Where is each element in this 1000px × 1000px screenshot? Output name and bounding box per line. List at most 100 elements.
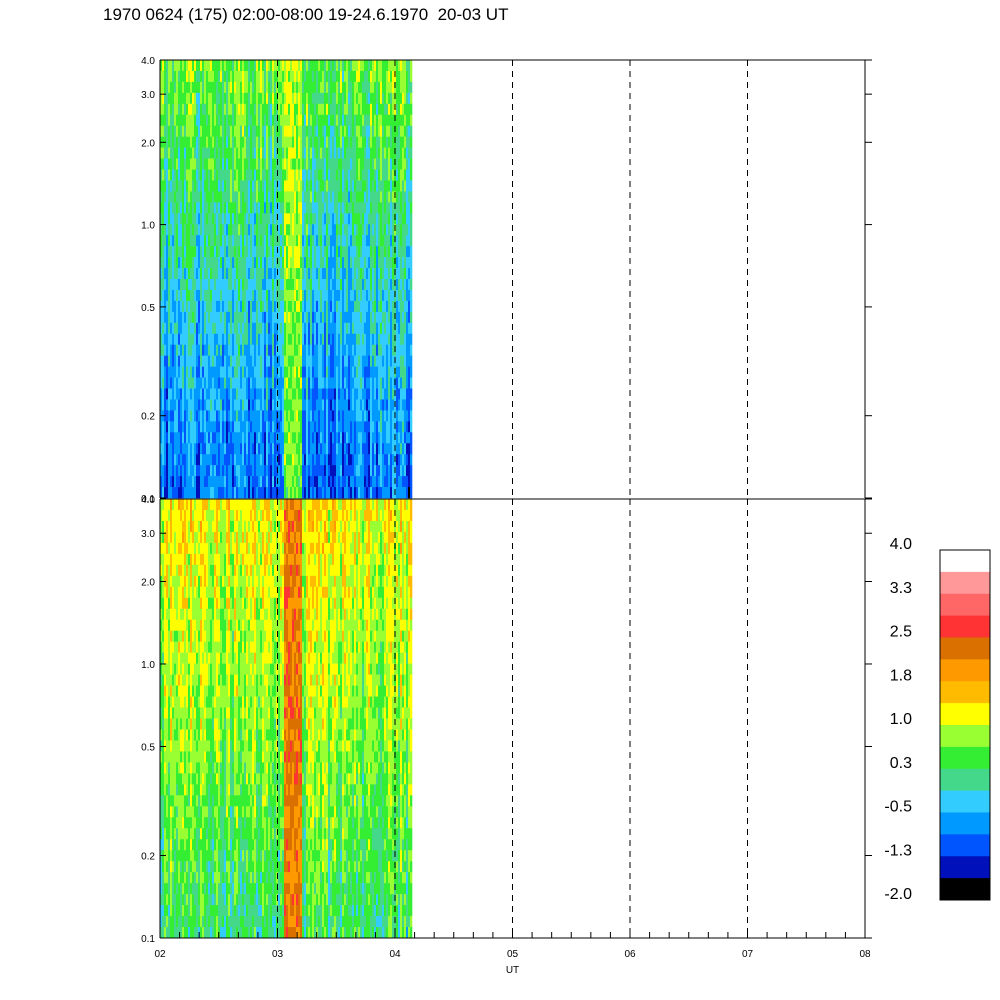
spectrogram-cell: [196, 432, 199, 444]
spectrogram-cell: [274, 169, 277, 181]
spectrogram-cell: [396, 311, 399, 324]
spectrogram-cell: [216, 289, 219, 302]
spectrogram-cell: [292, 432, 295, 444]
spectrogram-cell: [242, 410, 245, 422]
spectrogram-cell: [204, 454, 207, 466]
spectrogram-cell: [370, 399, 373, 411]
spectrogram-cell: [344, 125, 347, 137]
spectrogram-cell: [408, 213, 411, 225]
spectrogram-cell: [326, 180, 329, 192]
spectrogram-cell: [404, 235, 407, 247]
spectrogram-cell: [360, 421, 363, 433]
spectrogram-cell: [326, 289, 329, 302]
spectrogram-cell: [168, 268, 171, 280]
spectrogram-cell: [366, 322, 369, 335]
spectrogram-cell: [180, 454, 183, 466]
spectrogram-cell: [360, 224, 363, 236]
spectrogram-cell: [260, 213, 263, 225]
spectrogram-cell: [198, 465, 201, 477]
spectrogram-cell: [266, 235, 269, 247]
spectrogram-cell: [406, 377, 409, 389]
spectrogram-cell: [402, 410, 405, 422]
spectrogram-cell: [200, 268, 203, 280]
spectrogram-cell: [196, 103, 199, 116]
spectrogram-cell: [270, 289, 273, 302]
spectrogram-cell: [284, 366, 287, 378]
spectrogram-cell: [200, 224, 203, 236]
spectrogram-cell: [380, 399, 383, 411]
spectrogram-cell: [180, 224, 183, 236]
spectrogram-cell: [320, 333, 323, 345]
spectrogram-cell: [222, 289, 225, 302]
spectrogram-cell: [290, 92, 293, 105]
spectrogram-cell: [202, 300, 205, 313]
spectrogram-cell: [298, 289, 301, 302]
spectrogram-cell: [256, 136, 259, 148]
spectrogram-cell: [368, 355, 371, 367]
spectrogram-cell: [272, 180, 275, 192]
spectrogram-cell: [382, 125, 385, 137]
spectrogram-cell: [378, 443, 381, 455]
spectrogram-cell: [194, 322, 197, 335]
spectrogram-cell: [358, 366, 361, 378]
spectrogram-cell: [236, 300, 239, 313]
spectrogram-cell: [178, 421, 181, 433]
spectrogram-cell: [374, 235, 377, 247]
spectrogram-cell: [194, 268, 197, 280]
spectrogram-cell: [376, 202, 379, 214]
spectrogram-cell: [236, 333, 239, 345]
spectrogram-cell: [384, 81, 387, 94]
spectrogram-cell: [256, 60, 259, 72]
spectrogram-cell: [322, 476, 325, 488]
spectrogram-cell: [232, 333, 235, 345]
spectrogram-cell: [226, 279, 229, 291]
spectrogram-cell: [328, 235, 331, 247]
spectrogram-cell: [162, 333, 165, 345]
spectrogram-cell: [224, 388, 227, 400]
spectrogram-cell: [326, 81, 329, 94]
spectrogram-cell: [288, 70, 291, 83]
spectrogram-cell: [256, 465, 259, 477]
spectrogram-cell: [402, 180, 405, 192]
spectrogram-cell: [392, 235, 395, 247]
spectrogram-cell: [380, 246, 383, 258]
spectrogram-cell: [238, 454, 241, 466]
spectrogram-cell: [346, 158, 349, 170]
spectrogram-cell: [342, 443, 345, 455]
spectrogram-cell: [236, 377, 239, 389]
spectrogram-cell: [184, 355, 187, 367]
spectrogram-cell: [336, 377, 339, 389]
spectrogram-cell: [392, 169, 395, 181]
spectrogram-cell: [362, 289, 365, 302]
spectrogram-cell: [408, 311, 411, 324]
spectrogram-cell: [300, 246, 303, 258]
spectrogram-cell: [252, 169, 255, 181]
spectrogram-cell: [378, 377, 381, 389]
spectrogram-cell: [184, 311, 187, 324]
spectrogram-cell: [238, 465, 241, 477]
spectrogram-cell: [286, 213, 289, 225]
spectrogram-cell: [238, 125, 241, 137]
spectrogram-cell: [210, 487, 213, 499]
spectrogram-cell: [320, 180, 323, 192]
spectrogram-cell: [356, 158, 359, 170]
spectrogram-cell: [310, 224, 313, 236]
spectrogram-cell: [400, 81, 403, 94]
spectrogram-cell: [402, 202, 405, 214]
spectrogram-cell: [170, 443, 173, 455]
spectrogram-cell: [314, 465, 317, 477]
spectrogram-cell: [280, 60, 283, 72]
spectrogram-cell: [266, 147, 269, 159]
spectrogram-cell: [208, 147, 211, 159]
spectrogram-cell: [320, 377, 323, 389]
spectrogram-cell: [278, 114, 281, 126]
spectrogram-cell: [236, 147, 239, 159]
spectrogram-cell: [364, 300, 367, 313]
spectrogram-cell: [346, 235, 349, 247]
spectrogram-cell: [228, 268, 231, 280]
spectrogram-cell: [244, 70, 247, 83]
spectrogram-cell: [300, 454, 303, 466]
spectrogram-cell: [354, 399, 357, 411]
spectrogram-cell: [400, 476, 403, 488]
spectrogram-cell: [402, 169, 405, 181]
